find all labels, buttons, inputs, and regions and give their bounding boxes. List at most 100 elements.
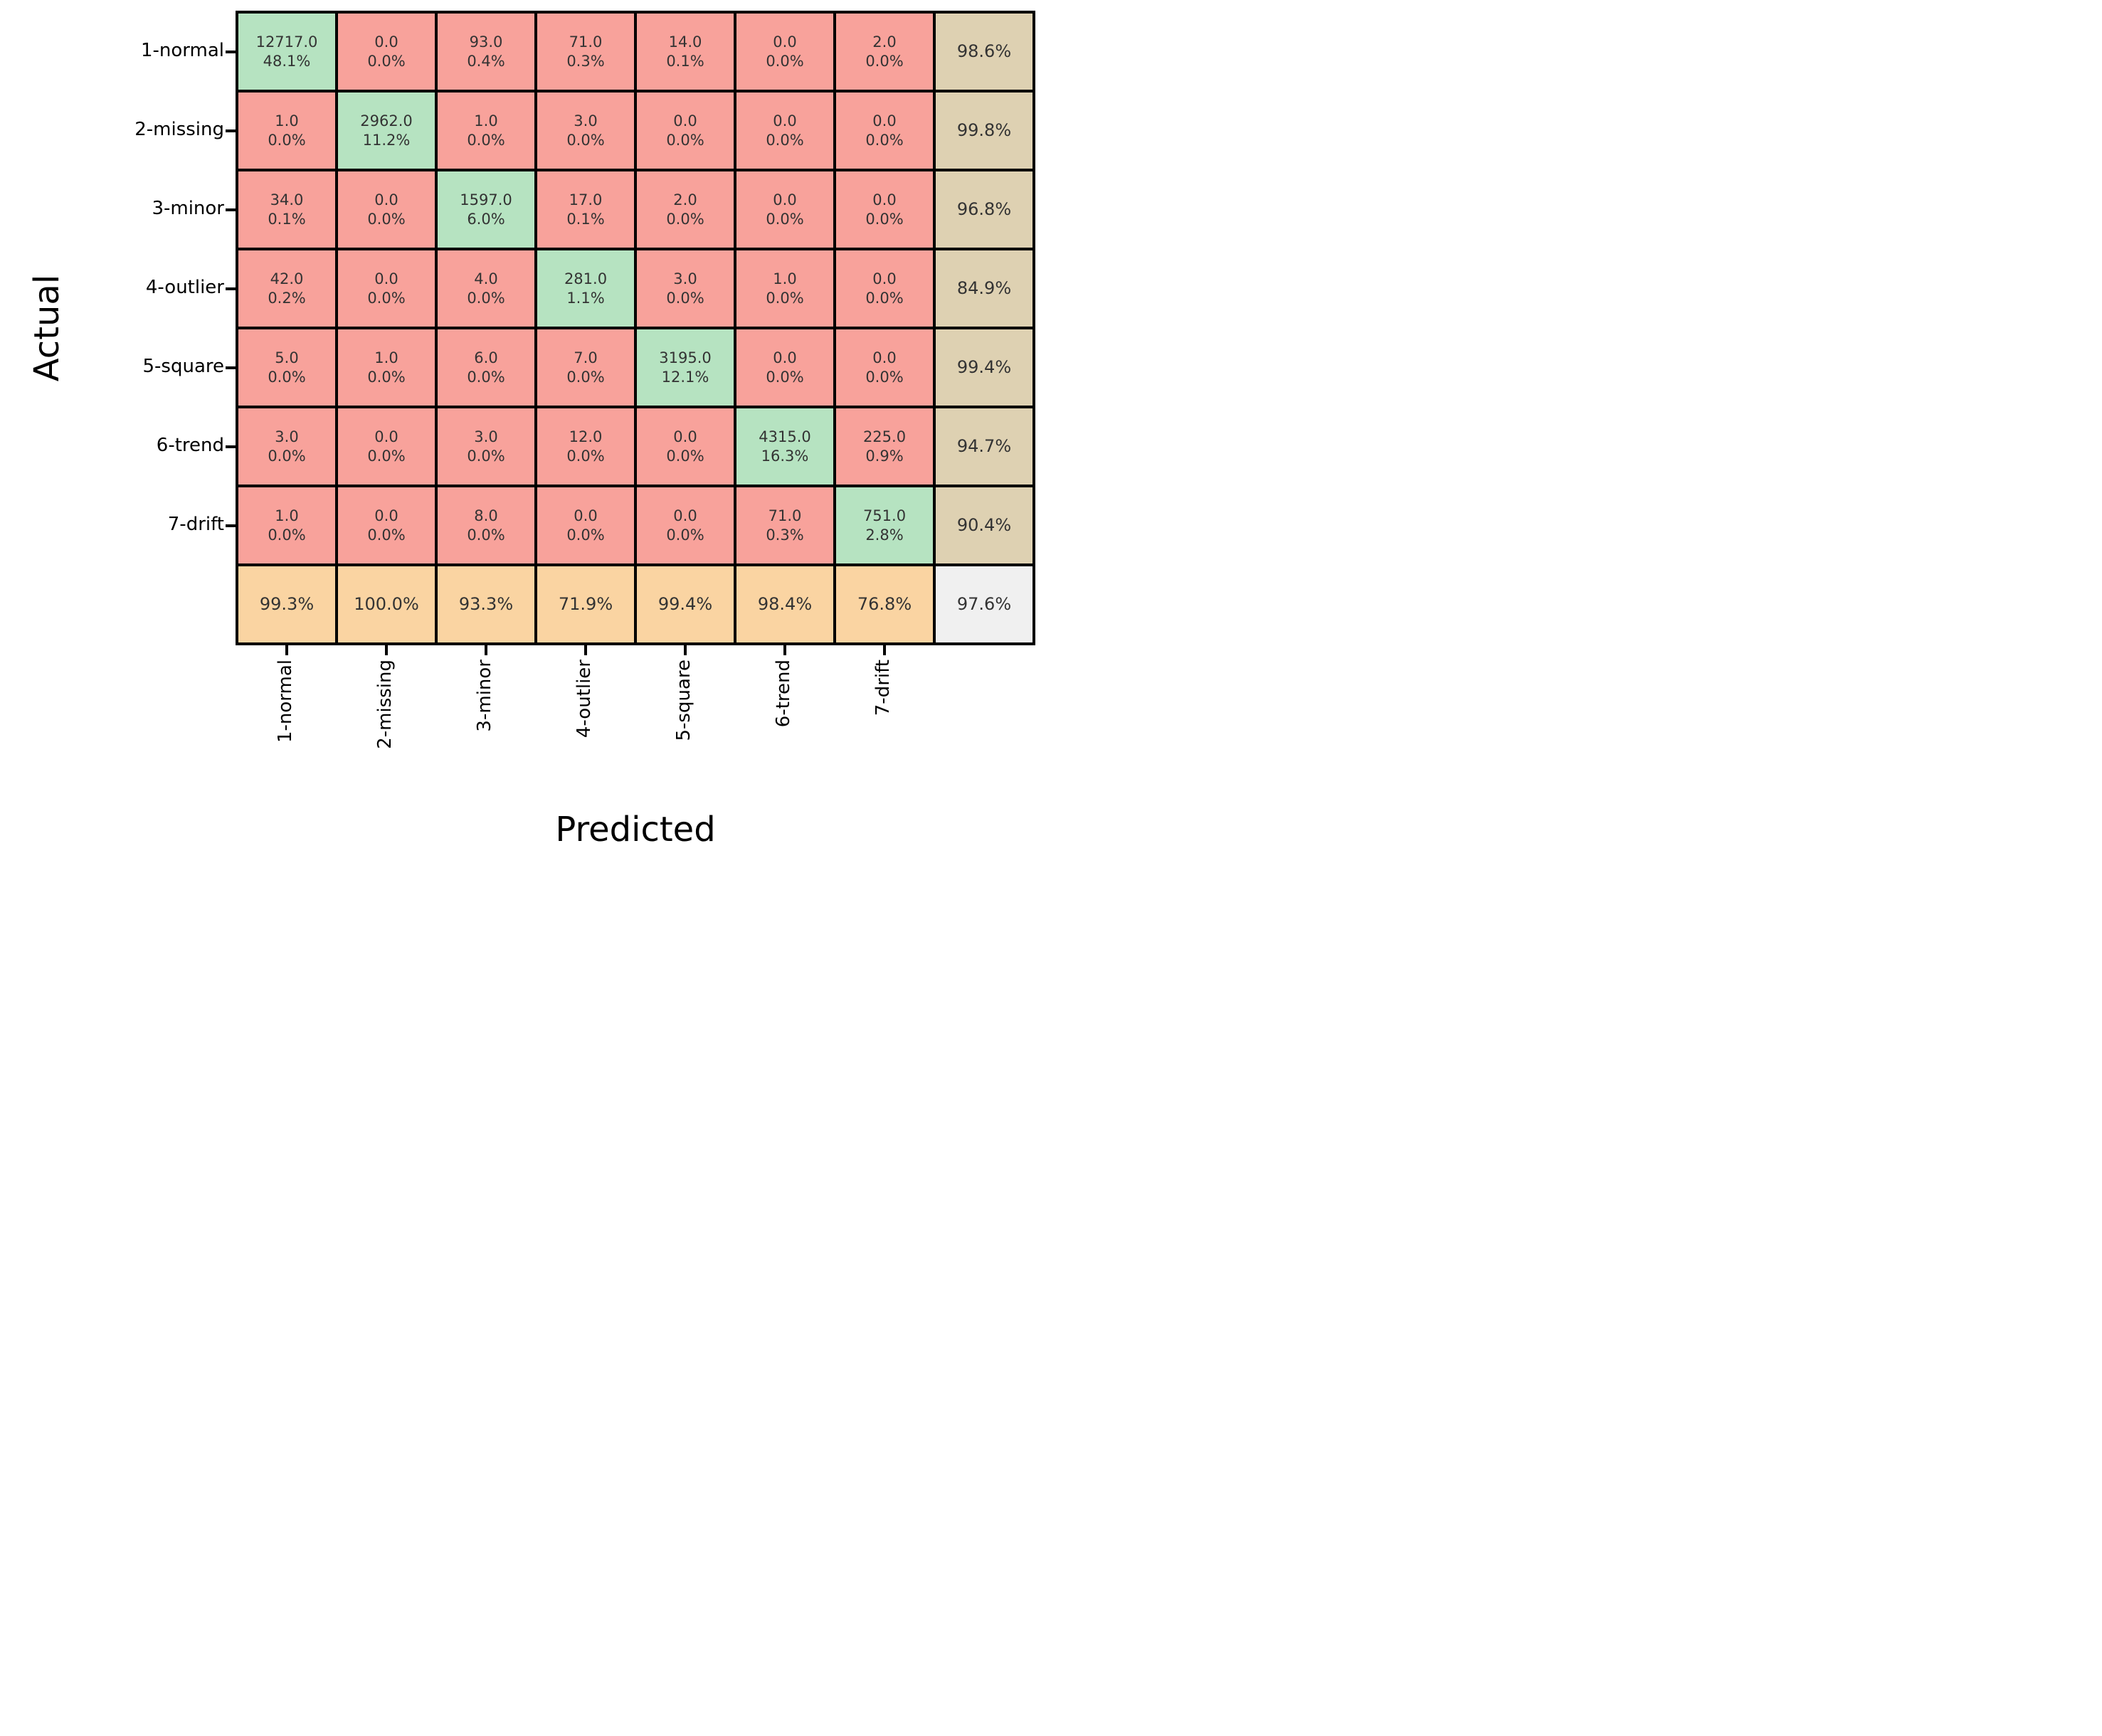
cell-count: 0.0: [374, 33, 398, 51]
cell-3-minor-vs-5-square: 2.0 0.0%: [637, 171, 734, 248]
cell-4-outlier-vs-2-missing: 0.0 0.0%: [338, 250, 435, 327]
col-accuracy-3-minor: 93.3%: [438, 566, 534, 642]
cell-6-trend-vs-2-missing: 0.0 0.0%: [338, 408, 435, 485]
cell-percent: 0.3%: [566, 52, 605, 70]
cell-3-minor-vs-7-drift: 0.0 0.0%: [836, 171, 933, 248]
cell-7-drift-vs-6-trend: 71.0 0.3%: [736, 487, 833, 563]
cell-count: 4.0: [474, 270, 498, 287]
y-tick-label-7-drift: 7-drift: [167, 513, 224, 535]
cell-percent: 0.0%: [367, 368, 406, 386]
x-tick-label-4-outlier: 4-outlier: [574, 660, 595, 739]
cell-5-square-vs-3-minor: 6.0 0.0%: [438, 329, 534, 406]
cell-count: 3195.0: [659, 349, 712, 366]
cell-count: 14.0: [668, 33, 702, 51]
cell-3-minor-vs-2-missing: 0.0 0.0%: [338, 171, 435, 248]
row-accuracy-5-square: 99.4%: [936, 329, 1032, 406]
cell-4-outlier-vs-3-minor: 4.0 0.0%: [438, 250, 534, 327]
cell-count: 42.0: [270, 270, 304, 287]
cell-5-square-vs-5-square: 3195.0 12.1%: [637, 329, 734, 406]
cell-count: 0.0: [673, 428, 697, 445]
x-tick-label-6-trend: 6-trend: [773, 660, 794, 728]
cell-count: 3.0: [275, 428, 299, 445]
cell-7-drift-vs-1-normal: 1.0 0.0%: [238, 487, 335, 563]
cell-5-square-vs-7-drift: 0.0 0.0%: [836, 329, 933, 406]
cell-6-trend-vs-6-trend: 4315.0 16.3%: [736, 408, 833, 485]
x-tick-mark: [485, 644, 487, 655]
cell-count: 0.0: [374, 270, 398, 287]
cell-count: 0.0: [773, 191, 797, 208]
y-tick-label-2-missing: 2-missing: [134, 118, 224, 140]
cell-count: 2.0: [673, 191, 697, 208]
cell-percent: 0.0%: [268, 131, 306, 149]
cell-percent: 0.0%: [865, 210, 904, 228]
cell-count: 5.0: [275, 349, 299, 366]
cell-7-drift-vs-4-outlier: 0.0 0.0%: [537, 487, 634, 563]
cell-percent: 0.1%: [666, 52, 704, 70]
cell-3-minor-vs-6-trend: 0.0 0.0%: [736, 171, 833, 248]
cell-percent: 0.0%: [467, 289, 505, 307]
col-accuracy-4-outlier: 71.9%: [537, 566, 634, 642]
row-accuracy-4-outlier: 84.9%: [936, 250, 1032, 327]
confusion-matrix-grid: 12717.0 48.1% 0.0 0.0% 93.0 0.4% 71.0 0.3% 14.0 0…: [236, 11, 1035, 645]
y-tick-label-6-trend: 6-trend: [156, 434, 224, 456]
cell-percent: 0.4%: [467, 52, 505, 70]
cell-5-square-vs-6-trend: 0.0 0.0%: [736, 329, 833, 406]
cell-count: 0.0: [374, 191, 398, 208]
cell-percent: 0.0%: [268, 526, 306, 544]
cell-percent: 0.0%: [865, 289, 904, 307]
cell-4-outlier-vs-1-normal: 42.0 0.2%: [238, 250, 335, 327]
confusion-matrix-figure: Actual Predicted 12717.0 48.1% 0.0 0.0% 93.0…: [0, 0, 1051, 868]
cell-count: 0.0: [773, 349, 797, 366]
y-tick-mark: [226, 366, 237, 369]
cell-count: 0.0: [673, 112, 697, 129]
x-tick-mark: [584, 644, 587, 655]
cell-percent: 0.1%: [268, 210, 306, 228]
cell-percent: 0.0%: [367, 289, 406, 307]
row-accuracy-2-missing: 99.8%: [936, 92, 1032, 169]
cell-percent: 16.3%: [761, 447, 809, 465]
cell-percent: 0.0%: [566, 368, 605, 386]
cell-count: 0.0: [374, 428, 398, 445]
cell-1-normal-vs-5-square: 14.0 0.1%: [637, 14, 734, 90]
cell-percent: 0.0%: [666, 289, 704, 307]
cell-count: 3.0: [673, 270, 697, 287]
cell-percent: 0.9%: [865, 447, 904, 465]
cell-percent: 0.3%: [766, 526, 804, 544]
cell-count: 0.0: [773, 112, 797, 129]
x-tick-mark: [783, 644, 786, 655]
cell-percent: 0.0%: [367, 210, 406, 228]
cell-1-normal-vs-3-minor: 93.0 0.4%: [438, 14, 534, 90]
cell-percent: 0.0%: [467, 526, 505, 544]
y-tick-mark: [226, 50, 237, 53]
cell-7-drift-vs-7-drift: 751.0 2.8%: [836, 487, 933, 563]
cell-percent: 48.1%: [263, 52, 311, 70]
cell-count: 1.0: [374, 349, 398, 366]
cell-percent: 0.0%: [367, 447, 406, 465]
y-tick-label-4-outlier: 4-outlier: [145, 276, 224, 298]
cell-percent: 0.0%: [268, 368, 306, 386]
cell-count: 751.0: [862, 507, 907, 524]
cell-6-trend-vs-3-minor: 3.0 0.0%: [438, 408, 534, 485]
cell-count: 3.0: [474, 428, 498, 445]
cell-count: 6.0: [474, 349, 498, 366]
cell-4-outlier-vs-7-drift: 0.0 0.0%: [836, 250, 933, 327]
cell-count: 71.0: [569, 33, 603, 51]
y-tick-label-3-minor: 3-minor: [152, 197, 224, 219]
cell-count: 1.0: [773, 270, 797, 287]
row-accuracy-7-drift: 90.4%: [936, 487, 1032, 563]
x-tick-label-2-missing: 2-missing: [374, 660, 396, 749]
x-tick-mark: [385, 644, 388, 655]
cell-4-outlier-vs-5-square: 3.0 0.0%: [637, 250, 734, 327]
cell-2-missing-vs-5-square: 0.0 0.0%: [637, 92, 734, 169]
cell-1-normal-vs-4-outlier: 71.0 0.3%: [537, 14, 634, 90]
x-tick-mark: [684, 644, 687, 655]
cell-1-normal-vs-7-drift: 2.0 0.0%: [836, 14, 933, 90]
cell-1-normal-vs-1-normal: 12717.0 48.1%: [238, 14, 335, 90]
cell-percent: 6.0%: [467, 210, 505, 228]
cell-count: 7.0: [574, 349, 598, 366]
y-tick-mark: [226, 524, 237, 527]
cell-1-normal-vs-6-trend: 0.0 0.0%: [736, 14, 833, 90]
cell-3-minor-vs-4-outlier: 17.0 0.1%: [537, 171, 634, 248]
cell-percent: 0.0%: [766, 52, 804, 70]
cell-percent: 0.0%: [766, 210, 804, 228]
